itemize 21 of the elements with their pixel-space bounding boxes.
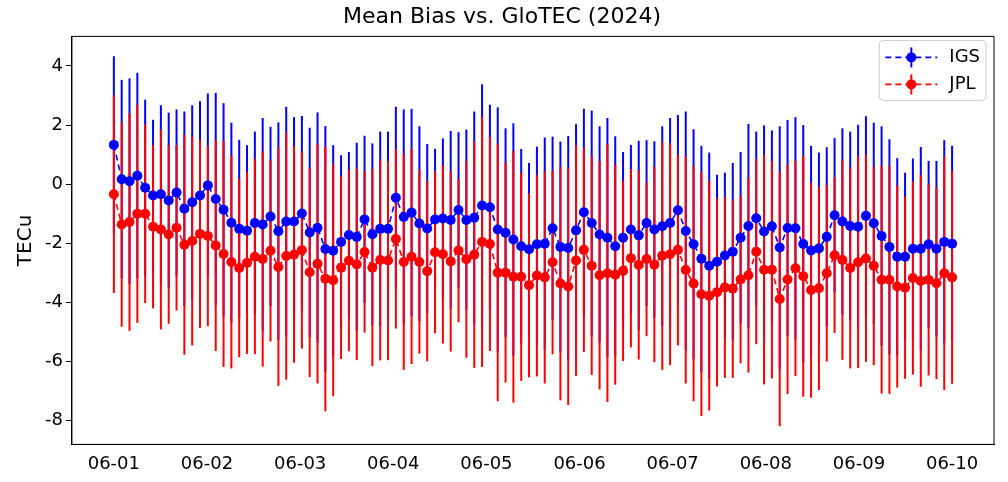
x-tick-label: 06-10 bbox=[925, 451, 979, 473]
y-tick-label: -8 bbox=[44, 408, 63, 430]
legend-label: JPL bbox=[948, 72, 976, 94]
y-tick-label: 2 bbox=[51, 112, 63, 134]
y-tick-label: 0 bbox=[51, 171, 63, 193]
x-tick-label: 06-08 bbox=[739, 451, 792, 473]
x-tick-label: 06-07 bbox=[646, 451, 699, 473]
legend-label: IGS bbox=[949, 45, 980, 67]
x-tick-label: 06-05 bbox=[460, 451, 513, 473]
y-axis-title: TECu bbox=[12, 214, 37, 268]
chart-title: Mean Bias vs. GloTEC (2024) bbox=[342, 2, 662, 28]
x-tick-label: 06-03 bbox=[273, 451, 327, 473]
x-tick-label: 06-02 bbox=[180, 451, 234, 473]
x-tick-label: 06-01 bbox=[87, 451, 141, 473]
x-tick-label: 06-09 bbox=[832, 451, 886, 473]
x-tick-label: 06-06 bbox=[553, 451, 606, 473]
x-tick-label: 06-04 bbox=[367, 451, 420, 473]
y-tick-label: -2 bbox=[44, 231, 63, 253]
y-tick-label: -6 bbox=[44, 349, 63, 371]
y-tick-label: 4 bbox=[51, 53, 63, 75]
y-tick-label: -4 bbox=[44, 290, 63, 312]
